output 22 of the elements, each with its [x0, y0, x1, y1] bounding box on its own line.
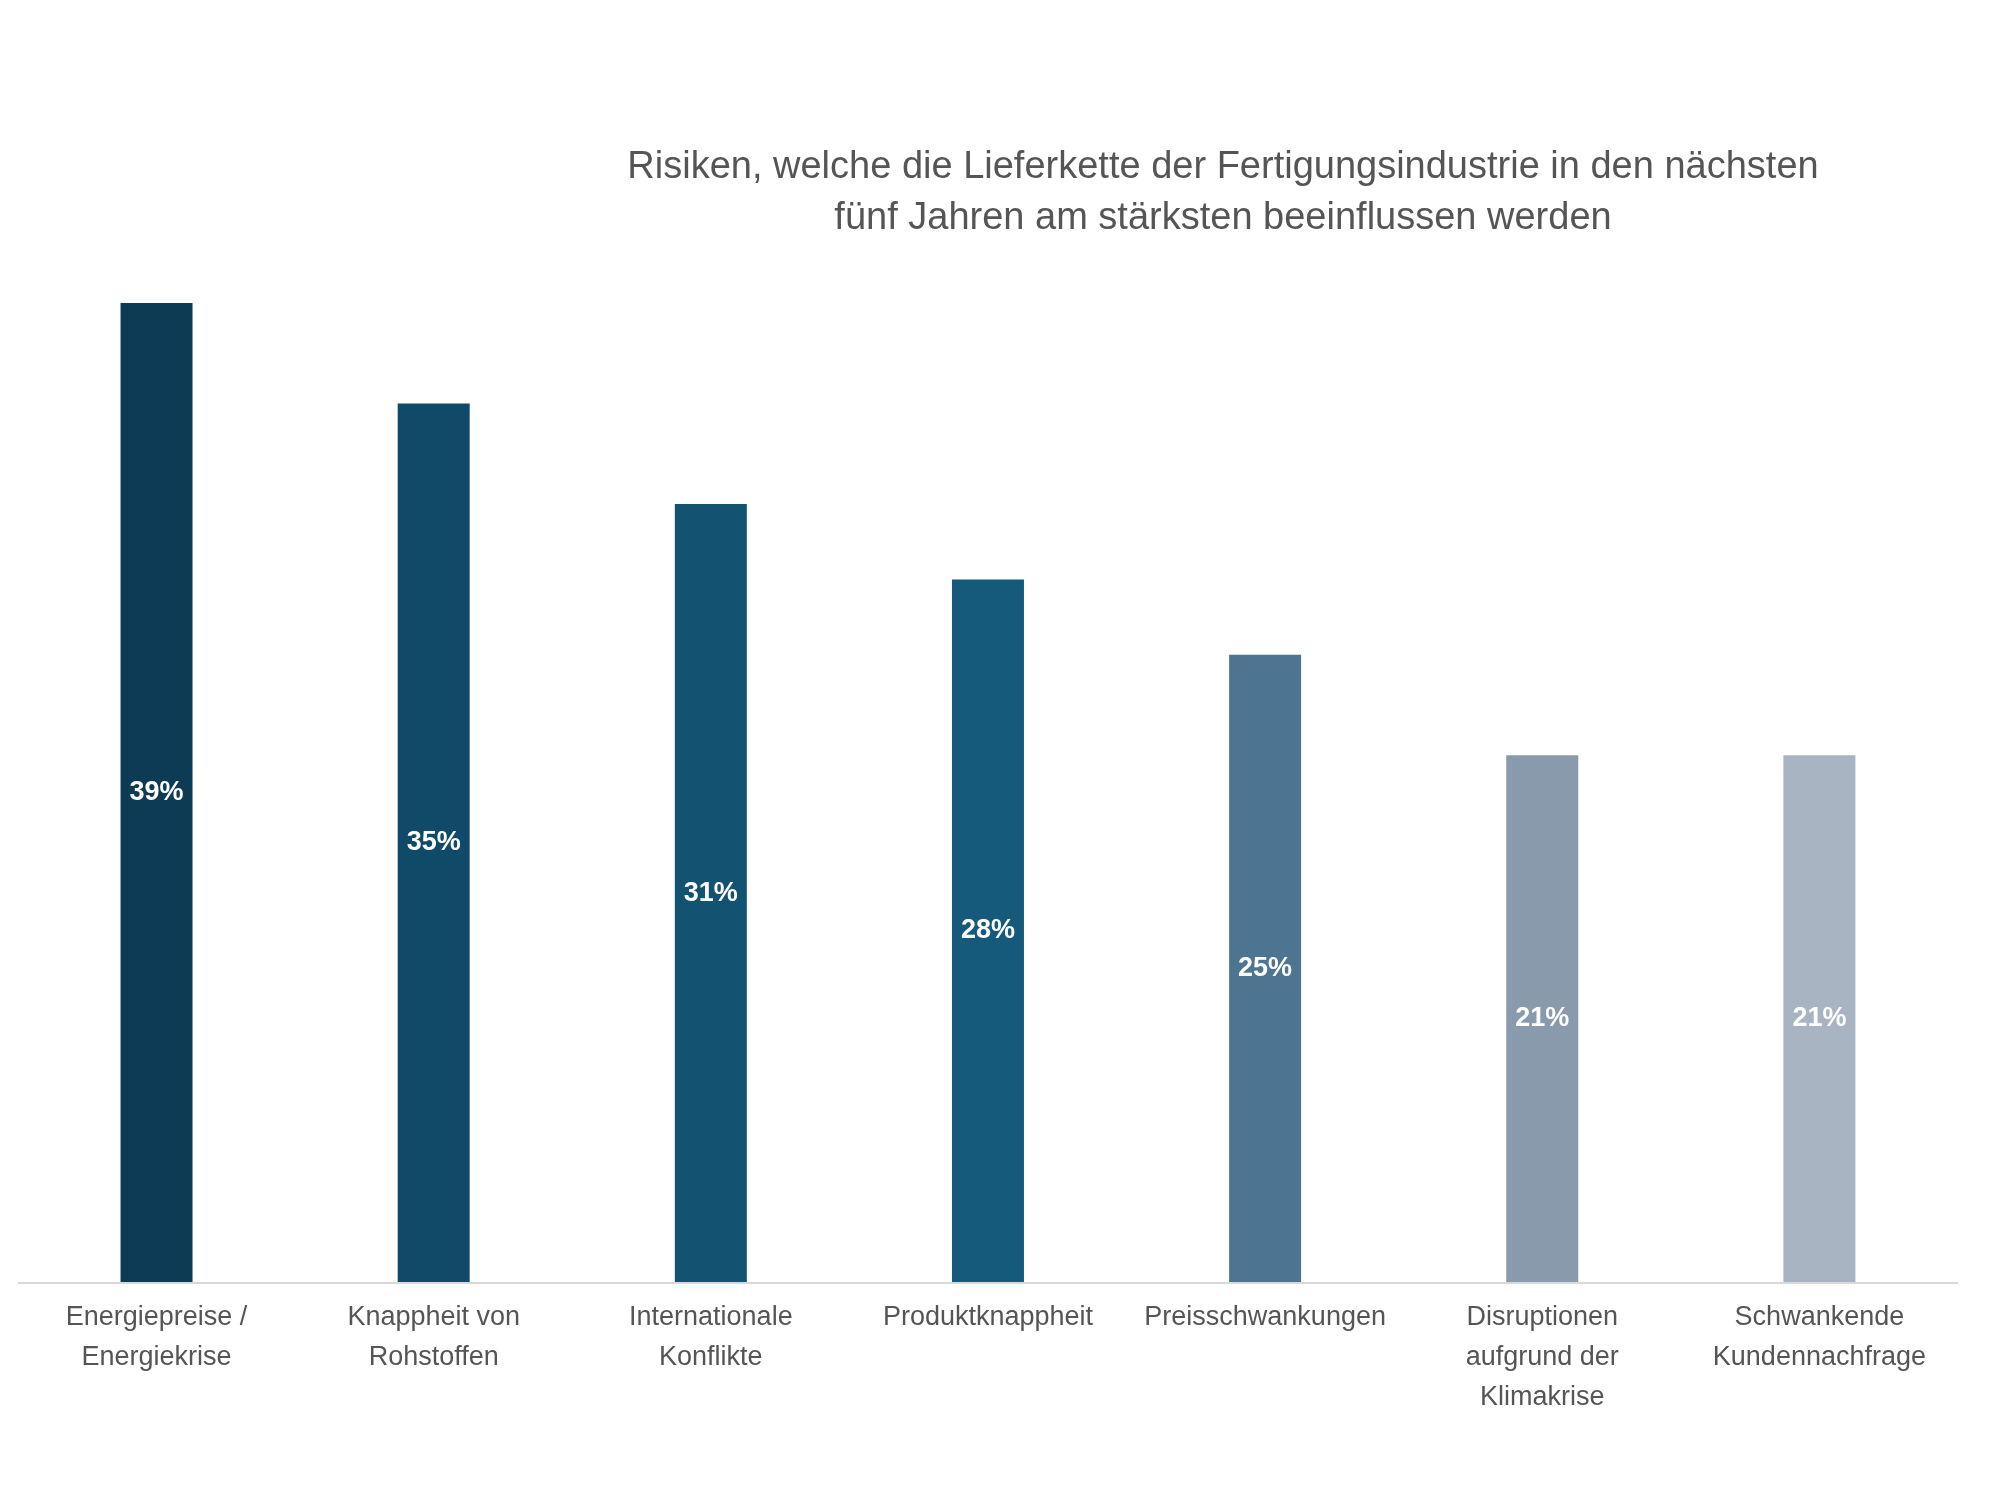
data-label: 28% [960, 913, 1015, 944]
bar [674, 503, 747, 1283]
bar [1229, 654, 1302, 1283]
bar [120, 302, 193, 1283]
data-label: 31% [683, 876, 738, 907]
data-label: 35% [406, 825, 461, 856]
bar [951, 579, 1024, 1283]
x-tick-label: Preisschwankungen [1144, 1300, 1386, 1331]
bar [1506, 754, 1579, 1283]
x-tick-label: Disruptionen aufgrund der Klimakrise [1465, 1300, 1619, 1411]
bar [1783, 754, 1856, 1283]
bar [397, 403, 470, 1283]
data-label: 39% [129, 775, 184, 806]
data-label: 21% [1792, 1001, 1847, 1032]
x-tick-label: Internationale Konflikte [629, 1300, 793, 1371]
x-tick-label: Energiepreise / Energiekrise [65, 1300, 248, 1371]
x-tick-label: Produktknappheit [882, 1300, 1094, 1331]
x-tick-label: Schwankende Kundennachfrage [1712, 1300, 1927, 1371]
data-label: 25% [1238, 951, 1293, 982]
data-label: 21% [1515, 1001, 1570, 1032]
chart-title: Risiken, welche die Lieferkette der Fertigungsindustrie in den nächsten fünf Jahren am stärksten beeinflussen werden [626, 143, 1820, 240]
x-tick-label: Knappheit von Rohstoffen [347, 1300, 521, 1371]
